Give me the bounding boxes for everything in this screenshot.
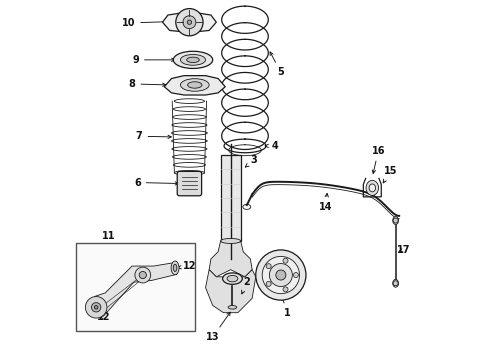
Circle shape xyxy=(85,297,107,318)
Ellipse shape xyxy=(222,273,243,284)
Ellipse shape xyxy=(228,306,237,309)
Text: 15: 15 xyxy=(383,166,397,183)
Circle shape xyxy=(183,16,196,29)
Text: 6: 6 xyxy=(134,177,178,188)
Text: 4: 4 xyxy=(265,141,279,151)
Text: 8: 8 xyxy=(128,79,166,89)
Bar xyxy=(76,243,195,330)
Text: 11: 11 xyxy=(102,231,116,241)
Circle shape xyxy=(283,258,288,263)
Ellipse shape xyxy=(393,279,398,287)
Circle shape xyxy=(266,282,271,287)
Circle shape xyxy=(294,273,298,278)
Circle shape xyxy=(256,250,306,300)
Ellipse shape xyxy=(187,57,199,63)
Polygon shape xyxy=(209,241,252,277)
Text: 14: 14 xyxy=(319,193,332,212)
Ellipse shape xyxy=(393,217,398,225)
Text: 3: 3 xyxy=(245,155,257,167)
Ellipse shape xyxy=(171,261,179,275)
Circle shape xyxy=(276,270,286,280)
Text: 13: 13 xyxy=(206,312,230,342)
Ellipse shape xyxy=(369,184,375,192)
Text: 16: 16 xyxy=(371,145,385,174)
Circle shape xyxy=(393,218,398,223)
Text: 2: 2 xyxy=(242,277,250,294)
Circle shape xyxy=(92,303,101,312)
Text: 10: 10 xyxy=(122,18,182,28)
Circle shape xyxy=(95,306,98,309)
Ellipse shape xyxy=(173,264,177,271)
Polygon shape xyxy=(163,13,216,32)
Circle shape xyxy=(270,264,293,287)
Ellipse shape xyxy=(180,54,205,65)
Ellipse shape xyxy=(188,82,202,88)
Polygon shape xyxy=(95,262,177,316)
Polygon shape xyxy=(164,76,225,95)
Polygon shape xyxy=(205,270,256,313)
FancyBboxPatch shape xyxy=(177,171,201,196)
Text: 9: 9 xyxy=(132,55,175,65)
Circle shape xyxy=(176,9,203,36)
Circle shape xyxy=(187,20,192,24)
Ellipse shape xyxy=(173,51,213,68)
Text: 12: 12 xyxy=(177,261,196,271)
Ellipse shape xyxy=(180,79,209,91)
Text: 7: 7 xyxy=(136,131,172,141)
Ellipse shape xyxy=(366,180,379,195)
Circle shape xyxy=(135,267,151,283)
Ellipse shape xyxy=(227,275,238,282)
Ellipse shape xyxy=(220,238,241,243)
Circle shape xyxy=(266,264,271,269)
Text: 17: 17 xyxy=(397,245,410,255)
Circle shape xyxy=(283,287,288,292)
Bar xyxy=(220,155,241,241)
Text: 5: 5 xyxy=(270,52,284,77)
Circle shape xyxy=(393,281,398,286)
Circle shape xyxy=(139,271,147,279)
Text: 12: 12 xyxy=(97,312,110,322)
Text: 1: 1 xyxy=(281,297,291,318)
Circle shape xyxy=(262,256,299,294)
